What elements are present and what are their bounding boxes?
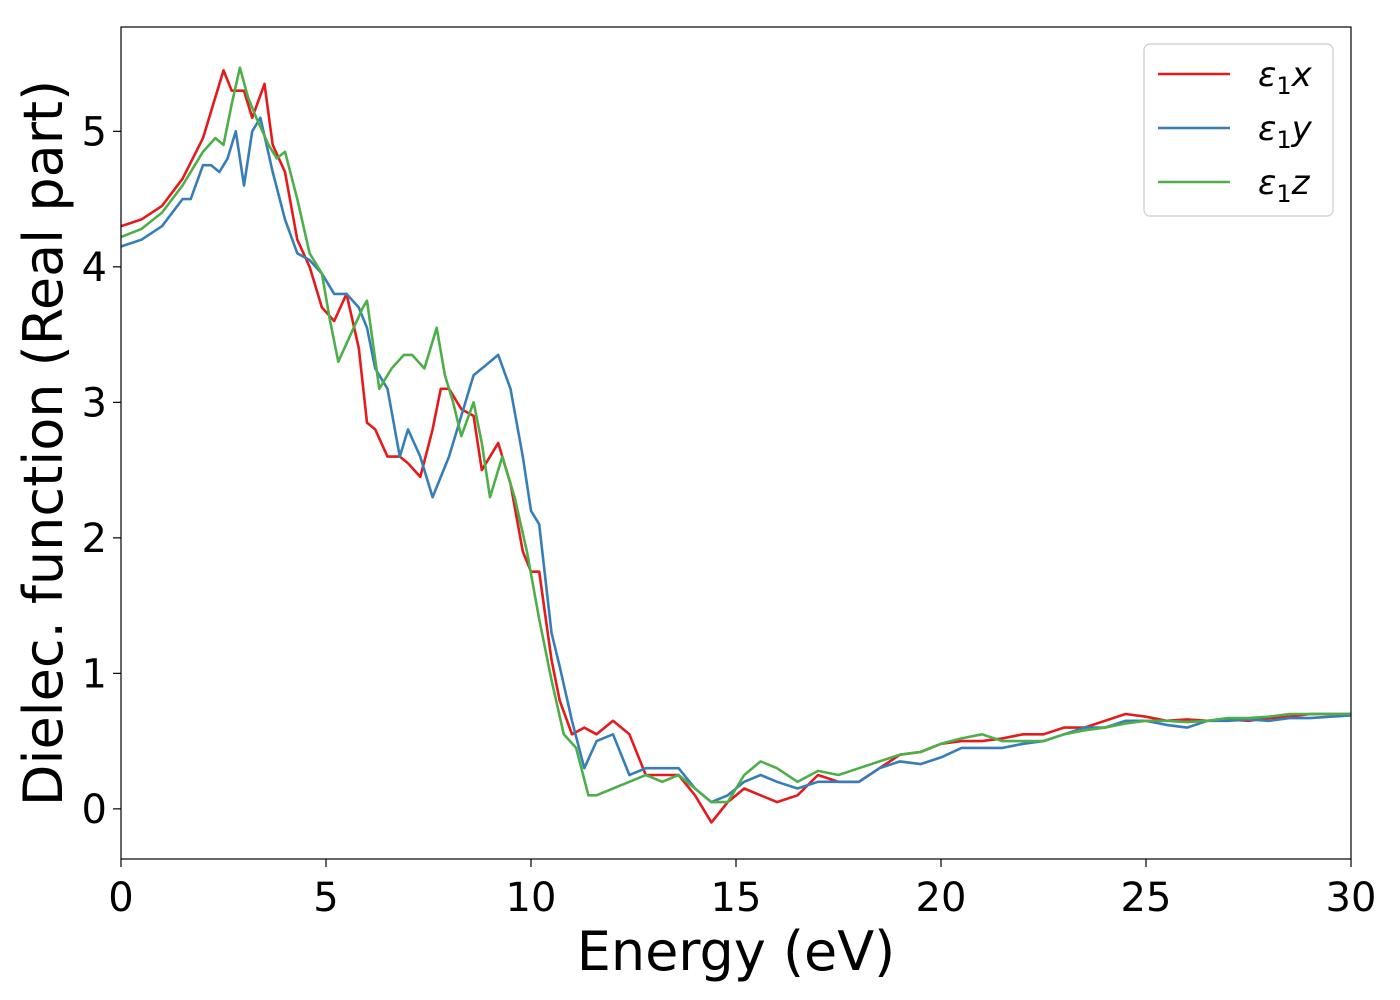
x-tick-label: 15 bbox=[711, 875, 762, 921]
y-tick-label: 3 bbox=[82, 380, 107, 426]
series-line-x bbox=[121, 69, 1351, 824]
y-axis: 0 1 2 3 4 5 bbox=[82, 109, 121, 833]
series-line-z bbox=[121, 66, 1351, 804]
legend-label-y: ε1y bbox=[1258, 109, 1313, 154]
y-tick-label: 1 bbox=[82, 651, 107, 697]
y-tick-label: 5 bbox=[82, 109, 107, 155]
legend: ε1x ε1y ε1z bbox=[1143, 43, 1334, 217]
legend-label-x: ε1x bbox=[1258, 55, 1313, 100]
x-tick-label: 30 bbox=[1326, 875, 1377, 921]
x-tick-label: 10 bbox=[506, 875, 557, 921]
x-tick-label: 5 bbox=[313, 875, 338, 921]
legend-box bbox=[1143, 43, 1334, 217]
y-tick-label: 4 bbox=[82, 245, 107, 291]
series-layer bbox=[121, 66, 1351, 824]
x-tick-label: 0 bbox=[108, 875, 133, 921]
x-tick-label: 25 bbox=[1121, 875, 1172, 921]
y-tick-label: 2 bbox=[82, 516, 107, 562]
y-tick-label: 0 bbox=[82, 787, 107, 833]
y-axis-label: Dielec. function (Real part) bbox=[12, 80, 75, 806]
x-axis: 0 5 10 15 20 25 30 bbox=[108, 859, 1376, 921]
legend-label-z: ε1z bbox=[1258, 163, 1311, 208]
x-tick-label: 20 bbox=[916, 875, 967, 921]
x-axis-label: Energy (eV) bbox=[577, 920, 896, 983]
plot-area bbox=[120, 26, 1352, 860]
